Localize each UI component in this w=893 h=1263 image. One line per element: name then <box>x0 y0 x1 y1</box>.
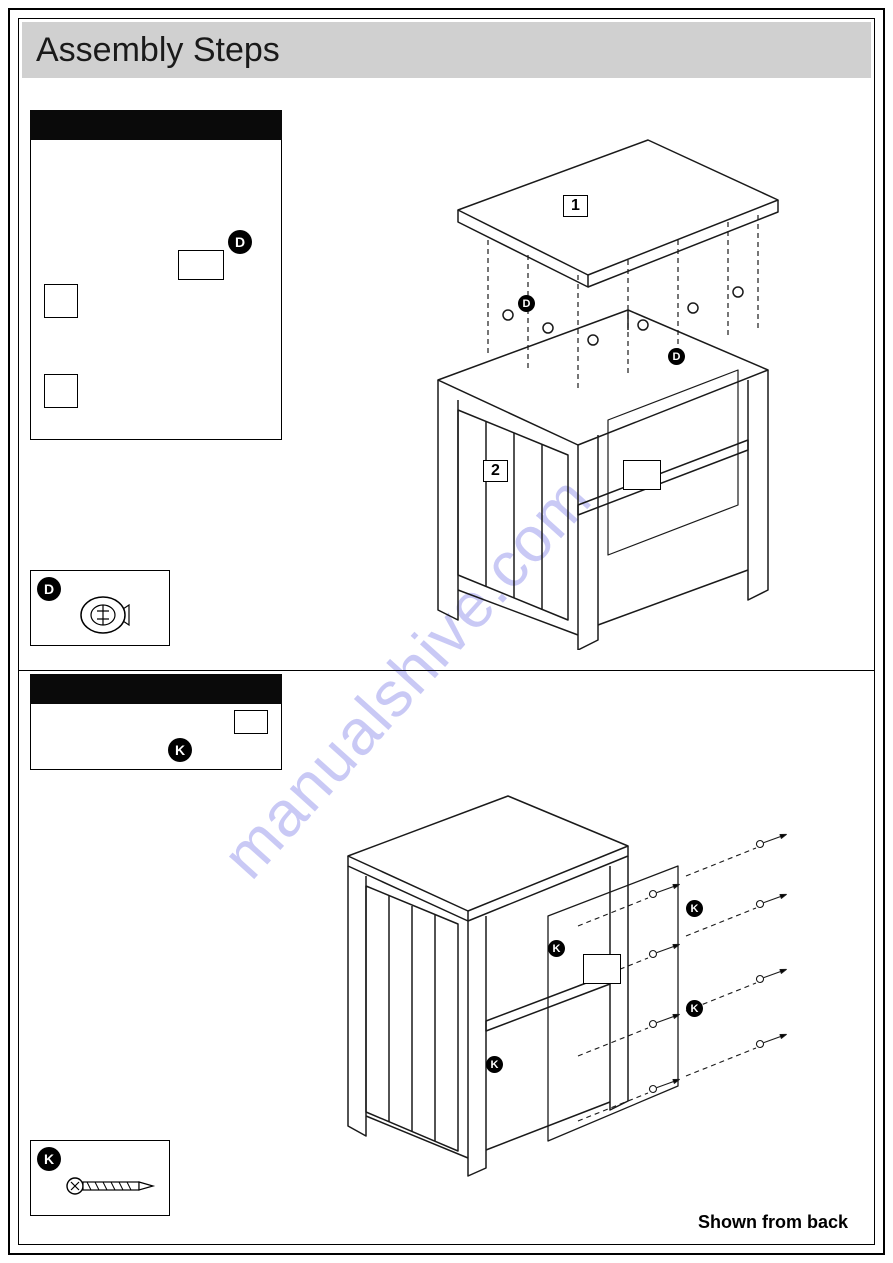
badge-k-callout: K <box>168 738 192 762</box>
panel-rect-top <box>623 460 661 490</box>
page-title: Assembly Steps <box>36 31 280 70</box>
header-bar: Assembly Steps <box>22 22 871 78</box>
callout-rect-2 <box>44 284 78 318</box>
hardware-badge-k: K <box>37 1147 61 1171</box>
furniture-exploded-icon <box>378 110 828 650</box>
badge-k-fig-2: K <box>486 1056 503 1073</box>
callout-rect-1 <box>178 250 224 280</box>
part-label-2: 2 <box>483 460 508 482</box>
step-top-panel: D D <box>18 90 875 670</box>
callout-strip-bottom <box>30 674 282 704</box>
badge-d-callout: D <box>228 230 252 254</box>
panel-rect-bottom <box>583 954 621 984</box>
step-bottom-panel: K K <box>18 670 875 1245</box>
badge-d-fig-1: D <box>518 295 535 312</box>
camlock-icon <box>75 591 135 639</box>
hardware-badge-d: D <box>37 577 61 601</box>
shown-from-back-note: Shown from back <box>698 1212 848 1233</box>
callout-rect-b1 <box>234 710 268 734</box>
hardware-box-k: K <box>30 1140 170 1216</box>
badge-k-fig-1: K <box>548 940 565 957</box>
part-label-1: 1 <box>563 195 588 217</box>
furniture-backpanel-icon <box>288 766 808 1196</box>
screw-icon <box>65 1171 159 1201</box>
hardware-box-d: D <box>30 570 170 646</box>
badge-k-fig-3: K <box>686 900 703 917</box>
badge-d-fig-2: D <box>668 348 685 365</box>
callout-rect-3 <box>44 374 78 408</box>
callout-strip-top <box>30 110 282 140</box>
badge-k-fig-4: K <box>686 1000 703 1017</box>
